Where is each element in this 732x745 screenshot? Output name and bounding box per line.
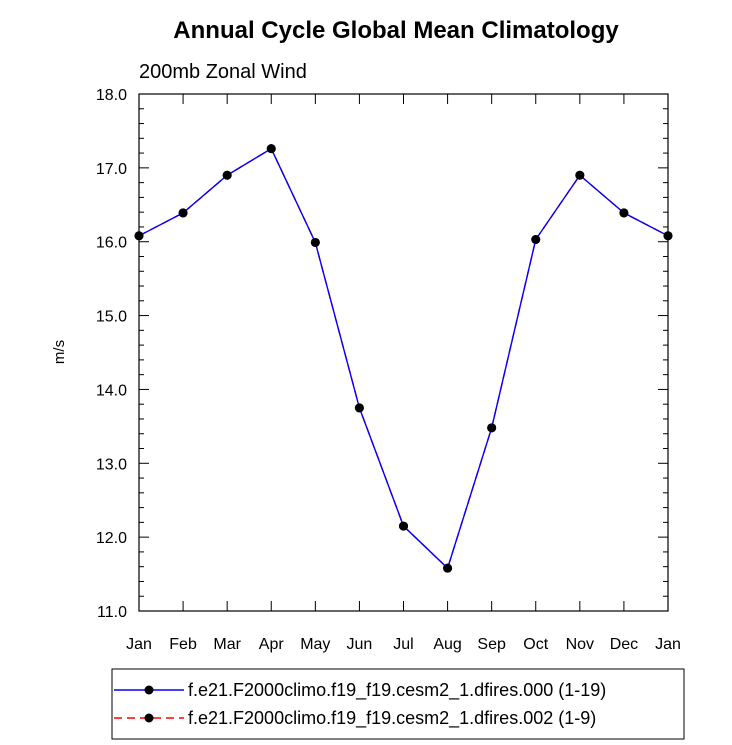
axis-ticks (138, 93, 669, 612)
x-tick-label: Sep (477, 636, 506, 653)
data-point (399, 521, 408, 531)
legend-marker-swatch (144, 685, 154, 695)
series-line (138, 147, 669, 570)
data-point (222, 170, 232, 180)
data-point (443, 563, 453, 573)
x-tick-label: Nov (566, 636, 594, 653)
y-tick-label: 18.0 (96, 87, 127, 104)
data-point (310, 237, 320, 247)
x-tick-label: Aug (433, 636, 461, 653)
series-line (138, 147, 669, 570)
x-tick-label: May (300, 636, 330, 653)
y-tick-label: 15.0 (96, 309, 127, 326)
legend-marker-swatch (144, 713, 154, 723)
y-tick-label: 17.0 (96, 161, 127, 178)
data-point (487, 423, 497, 433)
plot-frame (138, 93, 669, 612)
x-tick-label: Feb (169, 636, 197, 653)
data-point (575, 170, 585, 180)
y-tick-label: 11.0 (97, 604, 127, 621)
legend-label: f.e21.F2000climo.f19_f19.cesm2_1.dfires.… (188, 708, 596, 729)
legend-label: f.e21.F2000climo.f19_f19.cesm2_1.dfires.… (188, 680, 606, 701)
x-tick-label: Jan (126, 636, 152, 653)
data-point (619, 208, 629, 218)
data-point (531, 234, 541, 244)
x-tick-label: Jul (393, 636, 413, 653)
legend-box (111, 668, 685, 740)
legend: f.e21.F2000climo.f19_f19.cesm2_1.dfires.… (111, 668, 685, 740)
axis-tick-labels: Jan Feb Mar Apr May Jun Jul Aug Sep Oct Nov Dec Jan 1… (96, 87, 681, 653)
data-point (266, 144, 276, 154)
y-tick-label: 13.0 (96, 456, 127, 473)
chart-title: Annual Cycle Global Mean Climatology (173, 17, 619, 44)
x-tick-label: Jan (655, 636, 681, 653)
legend-entry: f.e21.F2000climo.f19_f19.cesm2_1.dfires.… (114, 708, 596, 729)
x-tick-label: Oct (523, 636, 548, 653)
x-tick-label: Mar (213, 636, 241, 653)
x-tick-label: Dec (610, 636, 638, 653)
y-axis-label: m/s (51, 340, 68, 364)
series-layer (134, 144, 673, 573)
series-0 (134, 144, 673, 573)
legend-entry: f.e21.F2000climo.f19_f19.cesm2_1.dfires.… (114, 680, 606, 701)
series-1 (134, 144, 673, 573)
x-tick-label: Apr (259, 636, 285, 653)
y-tick-label: 14.0 (96, 382, 127, 399)
data-point (354, 403, 364, 413)
x-tick-label: Jun (347, 636, 373, 653)
y-tick-label: 16.0 (96, 235, 127, 252)
chart-subtitle: 200mb Zonal Wind (139, 61, 307, 83)
y-tick-label: 12.0 (96, 530, 127, 547)
data-point (178, 208, 188, 218)
